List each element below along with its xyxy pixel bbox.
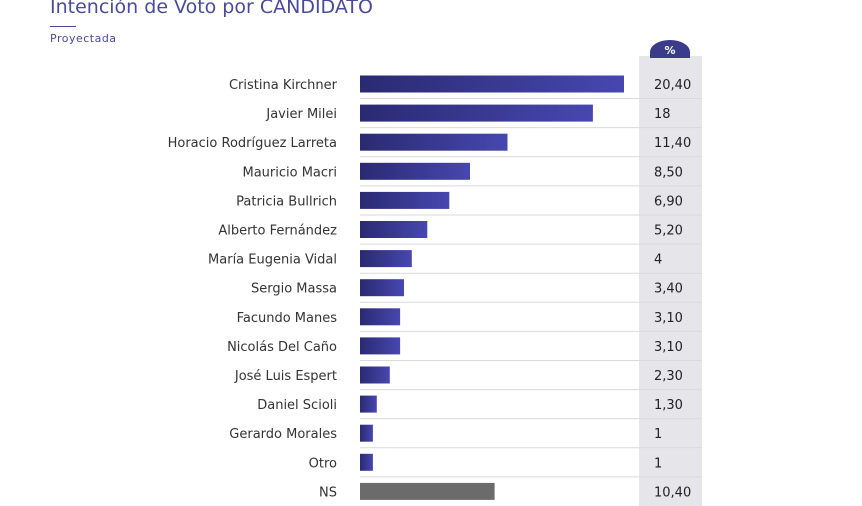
category-label: Cristina Kirchner — [229, 78, 338, 93]
value-label: 3,40 — [654, 282, 683, 297]
category-label: Alberto Fernández — [218, 224, 337, 239]
bar — [360, 308, 401, 326]
category-label: María Eugenia Vidal — [208, 253, 337, 268]
value-header-label: % — [664, 44, 675, 57]
category-label: NS — [319, 485, 337, 500]
chart-subtitle: Proyectada — [50, 32, 117, 45]
value-label: 10,40 — [654, 485, 691, 500]
category-label: José Luis Espert — [234, 369, 337, 384]
title-underline — [50, 26, 76, 27]
value-header-badge — [650, 40, 690, 58]
value-label: 3,10 — [654, 311, 683, 326]
bar — [360, 104, 593, 122]
bar — [360, 250, 412, 268]
category-label: Otro — [309, 456, 337, 471]
category-label: Gerardo Morales — [229, 427, 337, 442]
bar — [360, 337, 401, 355]
category-label: Mauricio Macri — [242, 165, 337, 180]
value-label: 20,40 — [654, 78, 691, 93]
value-label: 8,50 — [654, 165, 683, 180]
bar — [360, 395, 377, 413]
category-label: Horacio Rodríguez Larreta — [168, 136, 337, 151]
category-label: Nicolás Del Caño — [227, 340, 337, 355]
value-label: 18 — [654, 107, 671, 122]
value-label: 4 — [654, 253, 662, 268]
value-label: 1,30 — [654, 398, 683, 413]
bar — [360, 482, 495, 500]
value-label: 1 — [654, 427, 662, 442]
bar — [360, 279, 404, 297]
category-label: Daniel Scioli — [257, 398, 337, 413]
bar — [360, 366, 390, 384]
bar — [360, 133, 508, 151]
category-label: Sergio Massa — [251, 282, 337, 297]
category-label: Patricia Bullrich — [236, 194, 337, 209]
value-label: 3,10 — [654, 340, 683, 355]
value-label: 5,20 — [654, 224, 683, 239]
chart-title: Intención de Voto por CANDIDATO — [50, 0, 373, 18]
bar — [360, 221, 428, 238]
bar — [360, 191, 450, 209]
bar — [360, 453, 373, 471]
bar — [360, 75, 624, 93]
value-label: 2,30 — [654, 369, 683, 384]
category-label: Facundo Manes — [237, 311, 338, 326]
bar — [360, 424, 373, 442]
value-label: 6,90 — [654, 194, 683, 209]
category-label: Javier Milei — [265, 107, 337, 122]
value-label: 11,40 — [654, 136, 691, 151]
bar — [360, 162, 470, 180]
value-label: 1 — [654, 456, 662, 471]
value-column-background — [639, 56, 702, 506]
